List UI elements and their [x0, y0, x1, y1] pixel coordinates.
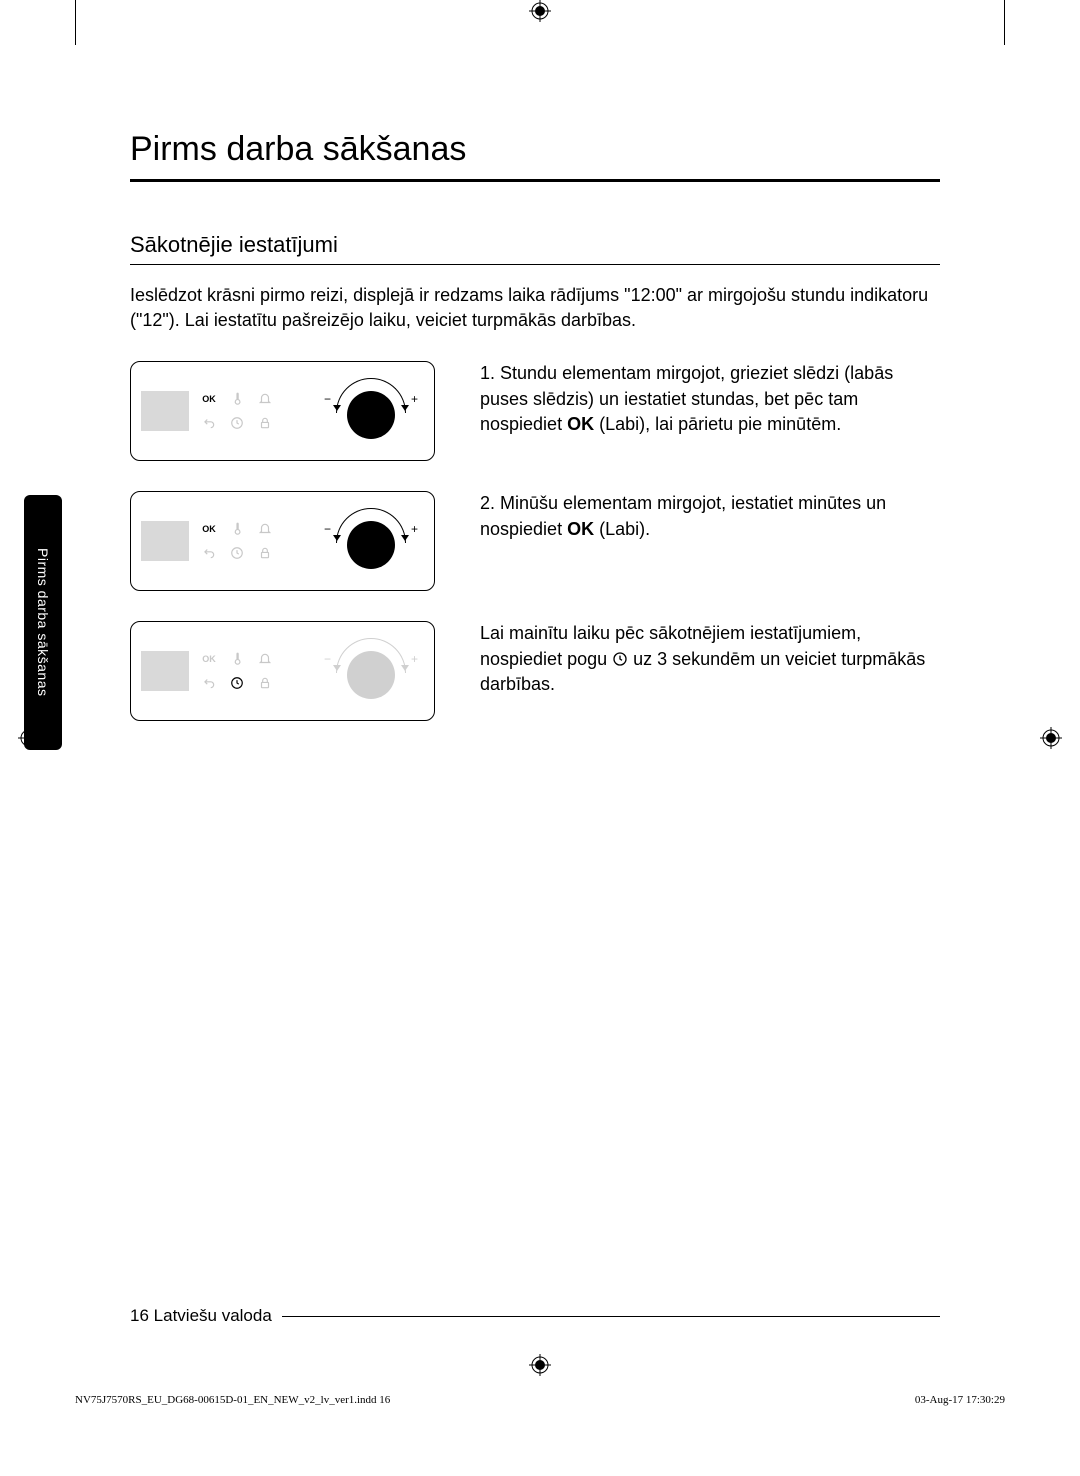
step-text-part: Minūšu elementam mirgojot, iestatiet min… — [480, 493, 886, 538]
back-icon — [202, 546, 216, 560]
dial-icon — [347, 521, 395, 569]
page-title: Pirms darba sākšanas — [130, 130, 940, 182]
lock-icon — [258, 546, 272, 560]
lock-icon — [258, 676, 272, 690]
print-footer-right: 03-Aug-17 17:30:29 — [915, 1394, 1005, 1406]
guide-line-left — [75, 0, 76, 45]
step-text: 2. Minūšu elementam mirgojot, iestatiet … — [480, 491, 940, 541]
registration-mark-top — [529, 0, 551, 22]
dial-wrap: − + — [326, 636, 416, 706]
display-icon — [141, 391, 189, 431]
plus-sign: + — [411, 522, 418, 536]
step-number: 1. — [480, 363, 495, 383]
step-paren: (Labi). — [594, 519, 650, 539]
control-panel-diagram: OK − + — [130, 491, 435, 591]
back-icon — [202, 416, 216, 430]
step-row: OK − + 2. Minūšu elementam mirgojot, ies… — [130, 491, 940, 591]
footer-language: Latviešu valoda — [154, 1306, 272, 1326]
panel-icon-grid: OK — [197, 388, 277, 434]
step-paren: (Labi) — [594, 414, 645, 434]
thermometer-icon — [230, 522, 244, 536]
minus-sign: − — [324, 392, 331, 406]
inline-clock-icon — [612, 651, 628, 667]
step-bold: OK — [567, 519, 594, 539]
control-panel-diagram: OK − + — [130, 621, 435, 721]
plus-sign: + — [411, 392, 418, 406]
footer-rule — [282, 1316, 940, 1317]
side-tab-label: Pirms darba sākšanas — [35, 548, 51, 697]
dial-icon — [347, 391, 395, 439]
clock-icon — [230, 546, 244, 560]
dial-wrap: − + — [326, 376, 416, 446]
steps-container: OK − + 1. Stundu elementam mirgojot, gri… — [130, 361, 940, 721]
page-content: Pirms darba sākšanas Sākotnējie iestatīj… — [130, 130, 940, 751]
panel-icon-grid: OK — [197, 518, 277, 564]
dial-icon — [347, 651, 395, 699]
step-after: , lai pārietu pie minūtēm. — [645, 414, 841, 434]
print-footer: NV75J7570RS_EU_DG68-00615D-01_EN_NEW_v2_… — [75, 1394, 1005, 1406]
lock-icon — [258, 416, 272, 430]
minus-sign: − — [324, 522, 331, 536]
step-text: Lai mainītu laiku pēc sākotnējiem iestat… — [480, 621, 940, 697]
print-footer-left: NV75J7570RS_EU_DG68-00615D-01_EN_NEW_v2_… — [75, 1394, 390, 1406]
bell-icon — [258, 392, 272, 406]
page-footer: 16 Latviešu valoda — [130, 1306, 940, 1326]
section-subtitle: Sākotnējie iestatījumi — [130, 232, 940, 265]
intro-paragraph: Ieslēdzot krāsni pirmo reizi, displejā i… — [130, 283, 940, 333]
bell-icon — [258, 652, 272, 666]
page-number: 16 — [130, 1306, 149, 1326]
clock-icon — [230, 416, 244, 430]
plus-sign: + — [411, 652, 418, 666]
bell-icon — [258, 522, 272, 536]
thermometer-icon — [230, 652, 244, 666]
panel-icon-grid: OK — [197, 648, 277, 694]
ok-icon: OK — [202, 394, 216, 404]
guide-line-right — [1004, 0, 1005, 45]
clock-icon — [230, 676, 244, 690]
ok-icon: OK — [202, 524, 216, 534]
step-text: 1. Stundu elementam mirgojot, grieziet s… — [480, 361, 940, 437]
registration-mark-bottom — [529, 1354, 551, 1376]
display-icon — [141, 651, 189, 691]
dial-wrap: − + — [326, 506, 416, 576]
registration-mark-right — [1040, 727, 1062, 749]
side-tab: Pirms darba sākšanas — [24, 495, 62, 750]
thermometer-icon — [230, 392, 244, 406]
display-icon — [141, 521, 189, 561]
step-number: 2. — [480, 493, 495, 513]
minus-sign: − — [324, 652, 331, 666]
step-row: OK − + Lai mainītu laiku pēc sākotnējiem… — [130, 621, 940, 721]
step-row: OK − + 1. Stundu elementam mirgojot, gri… — [130, 361, 940, 461]
back-icon — [202, 676, 216, 690]
control-panel-diagram: OK − + — [130, 361, 435, 461]
ok-icon: OK — [202, 654, 216, 664]
step-bold: OK — [567, 414, 594, 434]
